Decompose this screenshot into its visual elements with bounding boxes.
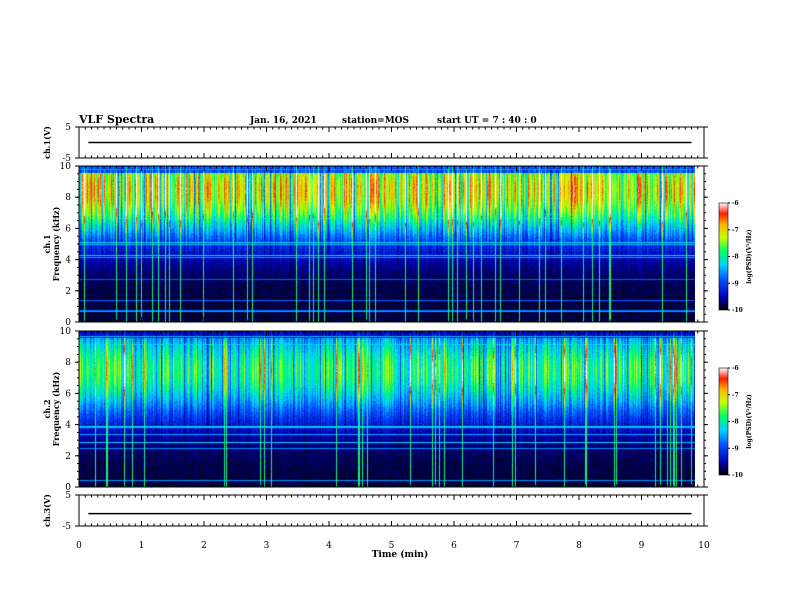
y-tick-label: 0 (65, 483, 71, 493)
colorbar-label: log(PSD)(V²/Hz) (746, 229, 753, 284)
x-tick-label: 9 (639, 541, 645, 551)
x-tick-label: 7 (514, 541, 520, 551)
y-axis-label: Frequency (kHz) (51, 206, 61, 281)
x-tick-label: 4 (326, 541, 332, 551)
x-tick-label: 6 (451, 541, 457, 551)
header-station: station=MOS (342, 116, 409, 126)
y-tick-label: 8 (65, 358, 71, 368)
y-tick-label: 6 (65, 224, 71, 234)
colorbar-tick-label: -6 (732, 200, 739, 207)
y-tick-label: 4 (65, 256, 71, 266)
y-tick-label: 10 (60, 327, 72, 337)
y-axis-label: ch.1(V) (42, 126, 52, 159)
colorbar-tick-label: -10 (732, 472, 743, 479)
chart-title: VLF Spectra (78, 113, 154, 126)
x-tick-label: 5 (389, 541, 395, 551)
y-tick-label: 2 (65, 452, 71, 462)
colorbar-tick-label: -6 (732, 365, 739, 372)
colorbar-gradient (718, 202, 729, 311)
colorbar-tick-label: -10 (732, 307, 743, 314)
x-tick-label: 3 (264, 541, 270, 551)
colorbar-tick-label: -9 (732, 280, 739, 287)
y-tick-label: 4 (65, 421, 71, 431)
y-tick-label: 0 (65, 318, 71, 328)
y-tick-label: 2 (65, 287, 71, 297)
y-tick-label: -5 (62, 154, 71, 164)
x-tick-label: 10 (698, 541, 710, 551)
y-tick-label: 8 (65, 193, 71, 203)
y-tick-label: -5 (62, 522, 71, 532)
header-date: Jan. 16, 2021 (249, 116, 317, 126)
ch1-waveform-panel: 5 -5 ch.1(V) (42, 123, 708, 164)
colorbar-label: log(PSD)(V²/Hz) (746, 394, 753, 449)
y-axis-label: ch.2 (42, 399, 52, 418)
x-tick-label: 8 (576, 541, 582, 551)
x-tick-label: 1 (139, 541, 145, 551)
colorbar-tick-label: -9 (732, 445, 739, 452)
y-axis-label: ch.3(V) (42, 494, 52, 527)
ch1-spectrogram-panel: 0 2 4 6 8 10 ch.1 Frequency (kHz) (42, 162, 708, 328)
colorbar-gradient (718, 367, 729, 476)
x-tick-label: 2 (201, 541, 207, 551)
x-axis-label: Time (min) (372, 549, 429, 560)
colorbar-tick-label: -7 (732, 392, 739, 399)
y-tick-label: 6 (65, 389, 71, 399)
time-axis: 0 1 2 3 4 5 6 7 8 9 10 (76, 541, 710, 551)
colorbar-tick-label: -8 (732, 254, 739, 261)
y-tick-label: 10 (60, 162, 72, 172)
y-tick-label: 5 (65, 123, 71, 133)
colorbar-tick-label: -8 (732, 419, 739, 426)
header-start-time: start UT = 7 : 40 : 0 (437, 116, 537, 126)
y-axis-label: ch.1 (42, 234, 52, 253)
ch1-colorbar: -6 -7 -8 -9 -10 log(PSD)(V²/Hz) (718, 200, 753, 314)
ch2-colorbar: -6 -7 -8 -9 -10 log(PSD)(V²/Hz) (718, 365, 753, 479)
y-tick-label: 5 (65, 491, 71, 501)
ch2-spectrogram-panel: 0 2 4 6 8 10 ch.2 Frequency (kHz) (42, 327, 708, 493)
spectrogram-image (79, 331, 695, 487)
colorbar-tick-label: -7 (732, 227, 739, 234)
ch3-waveform-panel: 5 -5 ch.3(V) (42, 491, 708, 532)
x-tick-label: 0 (76, 541, 82, 551)
spectrogram-image (79, 166, 695, 322)
y-axis-label: Frequency (kHz) (51, 371, 61, 446)
